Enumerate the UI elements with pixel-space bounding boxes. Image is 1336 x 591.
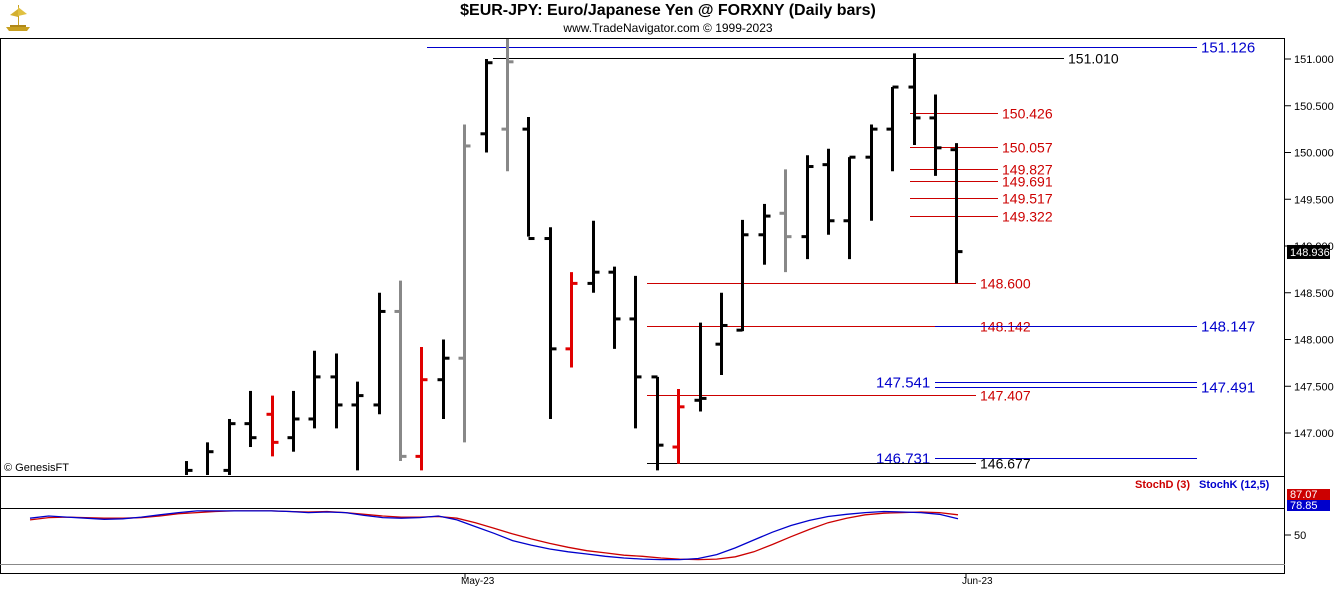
- x-axis: May-23 Jun-23: [461, 574, 993, 587]
- price-bar: [908, 53, 921, 146]
- level-label: 151.010: [1068, 51, 1119, 67]
- level-label: 147.491: [1201, 380, 1255, 397]
- price-bar: [415, 346, 428, 471]
- genesis-logo-icon: [2, 2, 34, 34]
- price-tick-label: 147.500: [1294, 381, 1334, 393]
- price-tick-label: 147.000: [1294, 428, 1334, 440]
- price-tick-label: 148.500: [1294, 288, 1334, 300]
- price-bar: [843, 155, 856, 260]
- level-label: 148.147: [1201, 319, 1255, 336]
- stoch-series-line: [29, 510, 959, 561]
- level-label: 146.677: [980, 456, 1031, 472]
- price-bar: [865, 124, 878, 221]
- price-tick-label: 151.000: [1294, 54, 1334, 66]
- level-label: 149.827: [1002, 162, 1053, 178]
- x-tick-label: May-23: [461, 576, 495, 587]
- price-bar: [458, 124, 471, 443]
- last-price-box: [1287, 244, 1330, 259]
- price-bar: [779, 169, 792, 273]
- price-bar: [758, 203, 771, 265]
- price-bars: [185, 39, 963, 475]
- legend-stochk: StochK (12,5): [1199, 479, 1270, 491]
- price-bar: [651, 375, 664, 471]
- price-bar: [929, 94, 942, 176]
- price-bar: [266, 395, 279, 457]
- price-bar: [373, 292, 386, 415]
- level-label: 151.126: [1201, 40, 1255, 57]
- price-tick-label: 150.000: [1294, 148, 1334, 160]
- chart-subtitle: www.TradeNavigator.com © 1999-2023: [563, 21, 773, 35]
- last-price-label: 148.936: [1290, 247, 1330, 259]
- chart-frame: [0, 38, 1285, 574]
- price-bar: [501, 39, 514, 172]
- price-tick-label: 149.500: [1294, 194, 1334, 206]
- price-bar: [437, 339, 450, 419]
- price-bar: [351, 381, 364, 471]
- level-label: 150.426: [1002, 106, 1053, 122]
- price-bar: [672, 389, 685, 464]
- chart-title: $EUR-JPY: Euro/Japanese Yen @ FORXNY (Da…: [460, 2, 876, 19]
- stochk-value-box: [1287, 500, 1330, 511]
- price-bar: [287, 390, 300, 452]
- price-bar: [308, 350, 321, 429]
- price-bar: [394, 280, 407, 462]
- level-label: 148.600: [980, 276, 1031, 292]
- price-tick-label: 150.500: [1294, 101, 1334, 113]
- stochastic-legend: StochD (3) StochK (12,5): [1135, 479, 1270, 491]
- price-bar: [629, 275, 642, 429]
- price-tick-label: 148.000: [1294, 335, 1334, 347]
- price-bar: [206, 442, 214, 475]
- price-bar: [244, 390, 257, 448]
- plot-border: [0, 38, 1285, 574]
- price-bar: [801, 155, 814, 260]
- price-bar: [736, 219, 749, 332]
- price-bar: [608, 266, 621, 349]
- price-axis: 147.000147.500148.000148.500149.000149.5…: [1285, 54, 1334, 440]
- stochd-value-box: [1287, 489, 1330, 500]
- price-bar: [694, 322, 707, 412]
- stoch-series-line: [29, 510, 959, 561]
- price-bar: [544, 227, 557, 419]
- level-label: 149.691: [1002, 174, 1053, 190]
- price-bar: [715, 292, 728, 376]
- price-bar: [565, 272, 578, 368]
- level-lines: 151.126 151.010 150.426 150.057 149.827149.6…: [427, 40, 1255, 472]
- price-bar: [223, 418, 236, 475]
- level-label: 149.322: [1002, 209, 1053, 225]
- stochk-value: 78.85: [1290, 500, 1318, 512]
- price-bar: [480, 59, 493, 153]
- legend-stochd: StochD (3): [1135, 479, 1190, 491]
- stoch-tick-label: 50: [1294, 530, 1306, 542]
- price-bar: [587, 220, 600, 293]
- level-label: 147.541: [876, 375, 930, 392]
- level-label: 150.057: [1002, 140, 1053, 156]
- level-label: 147.407: [980, 388, 1031, 404]
- level-label: 146.731: [876, 451, 930, 468]
- price-bar: [886, 85, 899, 172]
- price-bar: [822, 148, 835, 235]
- level-label: 149.517: [1002, 191, 1053, 207]
- stochd-value: 87.07: [1290, 489, 1318, 501]
- price-bar: [185, 461, 193, 475]
- price-bar: [330, 353, 343, 429]
- x-tick-label: Jun-23: [962, 576, 993, 587]
- price-bar: [522, 116, 535, 241]
- price-bar: [950, 143, 963, 284]
- copyright-label: © GenesisFT: [4, 462, 69, 474]
